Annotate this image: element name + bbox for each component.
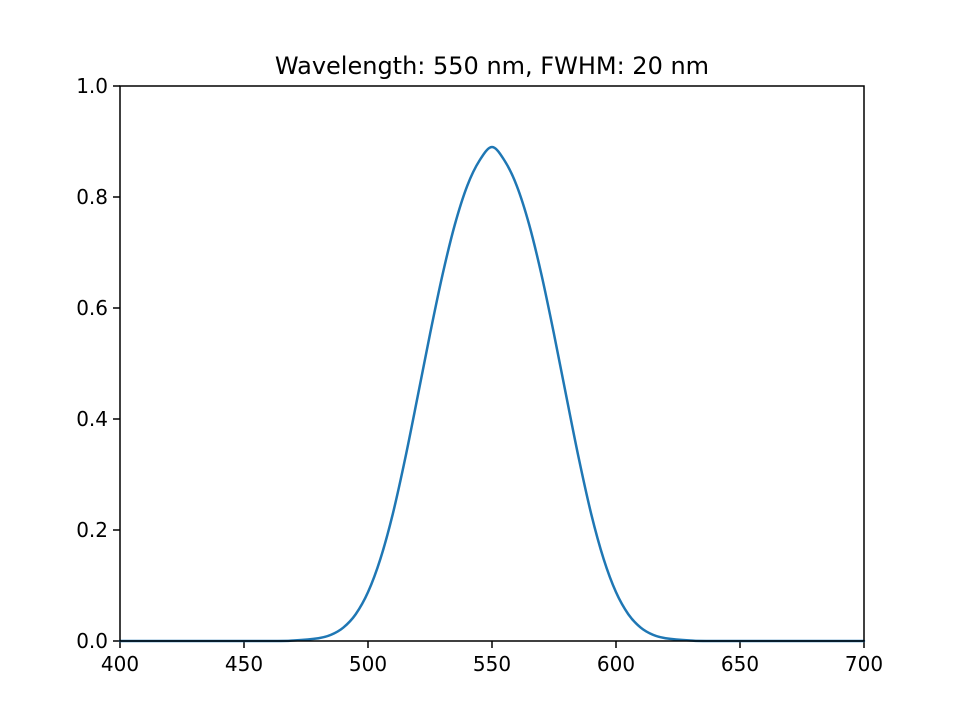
- chart-title: Wavelength: 550 nm, FWHM: 20 nm: [275, 52, 709, 80]
- x-tick-label: 650: [721, 652, 759, 676]
- x-tick-label: 600: [597, 652, 635, 676]
- x-tick-label: 450: [225, 652, 263, 676]
- y-tick-label: 1.0: [76, 74, 108, 98]
- y-tick-label: 0.0: [76, 629, 108, 653]
- y-axis: 0.0 0.2 0.4 0.6 0.8 1.0: [76, 74, 120, 653]
- series-line: [118, 145, 866, 643]
- y-tick-label: 0.6: [76, 296, 108, 320]
- plot-frame: [119, 85, 865, 642]
- x-tick-label: 400: [101, 652, 139, 676]
- y-tick-label: 0.2: [76, 518, 108, 542]
- x-axis: 400 450 500 550 600 650 700: [101, 641, 883, 676]
- plot-area: [120, 86, 864, 641]
- y-tick-label: 0.8: [76, 185, 108, 209]
- x-tick-label: 550: [473, 652, 511, 676]
- y-tick-label: 0.4: [76, 407, 108, 431]
- x-tick-label: 700: [845, 652, 883, 676]
- x-tick-label: 500: [349, 652, 387, 676]
